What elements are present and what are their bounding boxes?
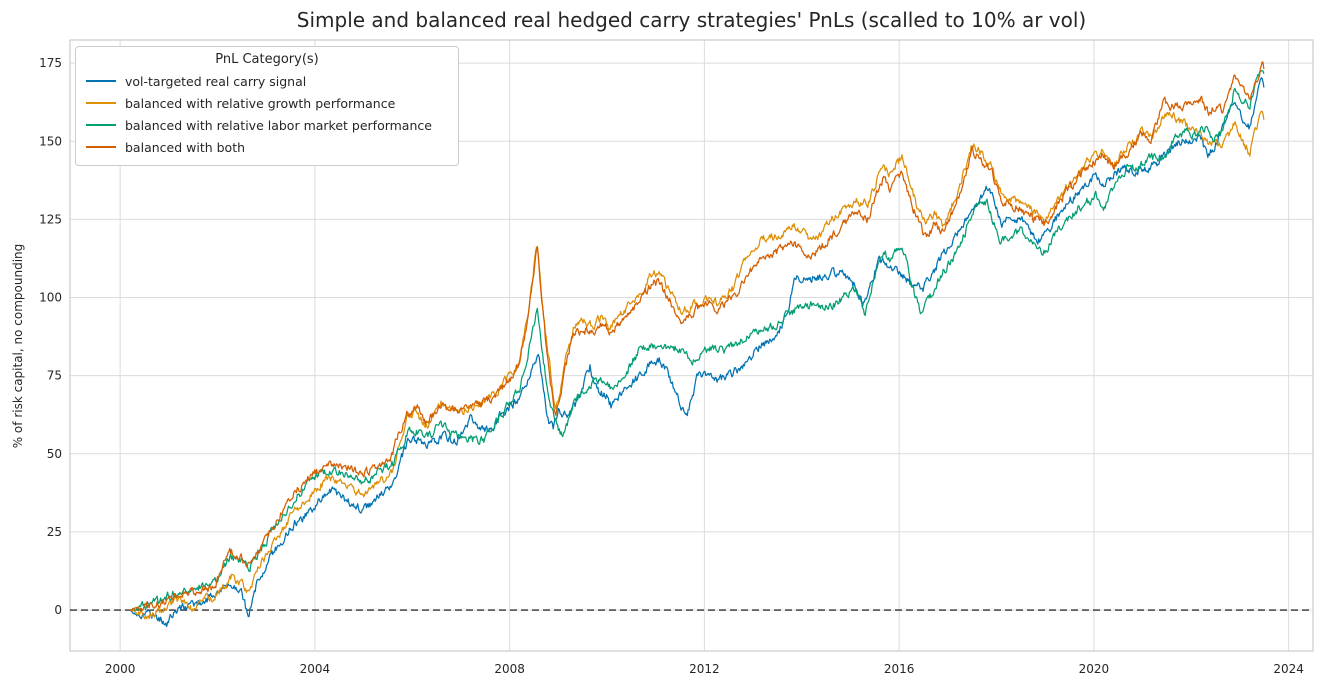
legend-line-swatch: [86, 80, 116, 82]
series-line: [129, 61, 1265, 612]
legend-item: balanced with both: [86, 136, 448, 158]
legend-label: balanced with relative growth performanc…: [125, 95, 396, 111]
x-tick-label: 2004: [300, 662, 331, 676]
legend-line-swatch: [86, 146, 116, 148]
legend-item: balanced with relative growth performanc…: [86, 92, 448, 114]
y-tick-label: 75: [47, 369, 62, 383]
legend-label: balanced with both: [125, 139, 246, 155]
legend: PnL Category(s) vol-targeted real carry …: [75, 46, 459, 166]
x-tick-label: 2024: [1273, 662, 1304, 676]
x-tick-label: 2020: [1079, 662, 1110, 676]
legend-title: PnL Category(s): [215, 52, 319, 67]
axes-spines: [69, 39, 1314, 652]
chart-title: Simple and balanced real hedged carry st…: [296, 8, 1087, 32]
legend-item: balanced with relative labor market perf…: [86, 114, 448, 136]
legend-label: vol-targeted real carry signal: [125, 73, 307, 89]
tick-labels: 2000 2004 2008 2012 2016 2020 2024 0 25 50 75 100 12…: [39, 56, 1304, 676]
y-tick-label: 175: [39, 56, 62, 70]
y-tick-label: 100: [39, 291, 62, 305]
y-tick-label: 125: [39, 212, 62, 226]
x-tick-label: 2012: [689, 662, 720, 676]
y-tick-label: 25: [47, 525, 62, 539]
legend-line-swatch: [86, 102, 116, 104]
gridlines: [70, 40, 1313, 651]
legend-item: vol-targeted real carry signal: [86, 70, 448, 92]
y-tick-label: 50: [47, 447, 62, 461]
y-tick-label: 150: [39, 134, 62, 148]
x-tick-label: 2000: [105, 662, 136, 676]
x-tick-label: 2016: [884, 662, 915, 676]
y-axis-label: % of risk capital, no compounding: [11, 243, 25, 449]
x-tick-label: 2008: [494, 662, 525, 676]
series-line: [129, 77, 1265, 628]
legend-label: balanced with relative labor market perf…: [125, 117, 432, 133]
legend-line-swatch: [86, 124, 116, 126]
y-tick-label: 0: [54, 603, 62, 617]
